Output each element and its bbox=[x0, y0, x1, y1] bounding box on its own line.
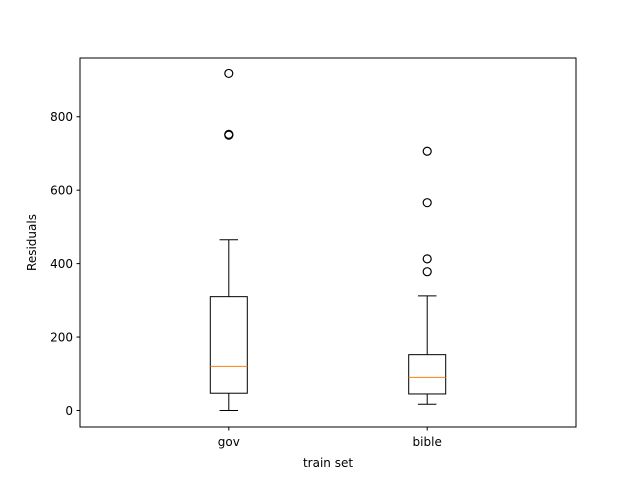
box-iqr bbox=[209, 296, 248, 394]
x-tick-label: bible bbox=[413, 435, 442, 449]
outlier-point bbox=[422, 146, 432, 156]
outlier-point bbox=[422, 198, 432, 208]
y-tick-label: 600 bbox=[50, 184, 73, 198]
box-group-bible bbox=[408, 146, 447, 405]
y-tick-label: 200 bbox=[50, 331, 73, 345]
x-axis-label: train set bbox=[303, 456, 353, 470]
y-axis-label: Residuals bbox=[25, 214, 39, 271]
y-tick-label: 400 bbox=[50, 257, 73, 271]
x-axis-ticks: gov bible bbox=[218, 427, 442, 449]
outlier-point bbox=[224, 129, 234, 139]
box-group-gov bbox=[209, 68, 248, 411]
outlier-point bbox=[224, 68, 234, 79]
plot-area bbox=[79, 57, 577, 428]
outlier-point bbox=[422, 254, 432, 264]
y-tick-label: 800 bbox=[50, 110, 73, 124]
box-iqr bbox=[408, 354, 447, 395]
x-tick-label: gov bbox=[218, 435, 240, 449]
box-plot-marks bbox=[209, 68, 447, 411]
outlier-point bbox=[422, 267, 432, 277]
y-axis-ticks: 0 200 400 600 800 bbox=[50, 110, 80, 418]
y-tick-label: 0 bbox=[65, 404, 73, 418]
